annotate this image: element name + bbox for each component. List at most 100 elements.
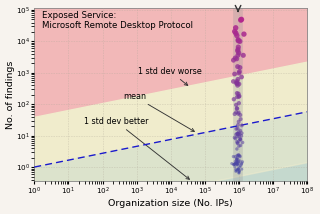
Point <box>235 132 240 136</box>
Point <box>235 162 240 166</box>
Point <box>236 71 242 75</box>
Point <box>237 159 243 163</box>
Point <box>231 163 236 166</box>
X-axis label: Organization size (No. IPs): Organization size (No. IPs) <box>108 199 233 208</box>
Point <box>235 77 240 81</box>
Point <box>240 160 245 163</box>
Point <box>235 168 240 172</box>
Point <box>234 107 239 110</box>
Point <box>236 38 241 42</box>
Point <box>239 163 244 166</box>
Point <box>238 164 243 167</box>
Point <box>241 54 246 57</box>
Point <box>234 158 239 161</box>
Point <box>233 26 238 30</box>
Point <box>238 129 243 132</box>
Point <box>229 162 234 165</box>
Point <box>235 65 240 68</box>
Point <box>238 137 243 141</box>
Point <box>234 57 239 61</box>
Point <box>236 51 241 55</box>
Point <box>235 92 240 95</box>
Point <box>233 168 238 171</box>
Point <box>237 169 242 173</box>
Point <box>236 132 241 135</box>
Point <box>232 165 237 168</box>
Point <box>233 56 238 60</box>
Point <box>237 165 243 169</box>
Point <box>237 155 243 158</box>
Point <box>231 163 236 166</box>
Point <box>239 124 244 127</box>
Point <box>237 138 243 141</box>
Point <box>236 101 241 105</box>
Point <box>235 140 240 143</box>
Point <box>235 161 240 164</box>
Point <box>235 154 240 157</box>
Point <box>239 168 244 171</box>
Point <box>236 139 242 143</box>
Point <box>235 127 240 130</box>
Point <box>237 94 242 98</box>
Point <box>236 120 241 123</box>
Point <box>235 132 240 135</box>
Point <box>236 167 241 171</box>
Point <box>233 161 238 165</box>
Point <box>231 58 236 62</box>
Point <box>236 95 241 98</box>
Point <box>234 34 239 37</box>
Text: 1 std dev better: 1 std dev better <box>84 117 189 179</box>
Point <box>238 113 243 117</box>
Text: mean: mean <box>123 92 194 131</box>
Point <box>236 171 241 175</box>
Point <box>241 32 246 36</box>
Point <box>236 45 241 49</box>
Point <box>235 49 240 53</box>
Point <box>237 171 242 174</box>
Point <box>237 133 242 136</box>
Point <box>236 170 241 173</box>
Point <box>239 18 244 21</box>
Point <box>232 136 237 139</box>
Text: 1 std dev worse: 1 std dev worse <box>138 67 202 85</box>
Point <box>235 84 240 87</box>
Point <box>234 160 239 163</box>
Point <box>235 95 240 99</box>
Point <box>237 70 242 73</box>
Point <box>234 80 239 83</box>
Point <box>234 160 239 163</box>
Point <box>233 162 238 165</box>
Point <box>235 141 240 145</box>
Point <box>234 169 239 173</box>
Point <box>236 132 241 135</box>
Point <box>234 103 239 107</box>
Point <box>239 75 244 79</box>
Point <box>234 168 239 172</box>
Point <box>236 162 242 165</box>
Point <box>239 162 244 165</box>
Point <box>234 82 239 85</box>
Point <box>232 72 237 76</box>
Point <box>232 163 237 166</box>
Point <box>236 123 241 127</box>
Point <box>236 82 242 86</box>
Point <box>238 138 243 141</box>
Point <box>236 111 241 114</box>
Point <box>238 18 243 22</box>
Point <box>233 137 238 140</box>
Point <box>235 156 240 160</box>
Point <box>236 160 241 163</box>
Point <box>239 134 244 138</box>
Point <box>234 127 239 131</box>
Point <box>234 158 239 162</box>
Point <box>231 98 236 101</box>
Point <box>234 111 239 114</box>
Point <box>236 167 241 171</box>
Point <box>232 30 237 33</box>
Point <box>233 155 238 158</box>
Point <box>235 163 240 167</box>
Point <box>232 112 237 116</box>
Point <box>233 32 238 35</box>
Point <box>235 81 240 85</box>
Point <box>239 131 244 135</box>
